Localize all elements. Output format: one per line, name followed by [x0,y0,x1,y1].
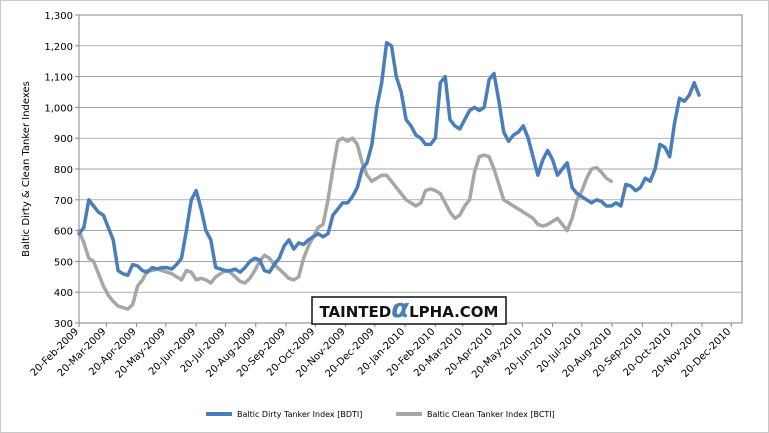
x-axis-ticks: 20-Feb-200920-Mar-200920-Apr-200920-May-… [29,323,733,381]
y-tick-label: 1,100 [44,73,73,84]
watermark-box [311,296,507,325]
watermark-text: TAINTEDαLPHA.COM [319,294,498,324]
series-line-bdti [77,40,701,278]
legend-label-bdti: Baltic Dirty Tanker Index [BDTI] [237,410,362,419]
y-tick-label: 500 [54,257,73,268]
y-tick-label: 1,000 [44,103,73,114]
watermark-suffix: LPHA.COM [409,303,498,321]
y-axis-ticks: 300 400 500 600 700 800 900 1,000 1,100 1,200 1,30… [44,11,79,330]
watermark-prefix: TAINTED [319,303,391,321]
series-lines [77,40,701,311]
y-tick-label: 900 [54,134,73,145]
watermark-alpha-glyph: α [391,294,409,324]
gridlines [79,45,742,293]
watermark: TAINTEDαLPHA.COM [311,294,507,325]
legend: Baltic Dirty Tanker Index [BDTI] Baltic … [206,410,555,419]
y-axis-label: Baltic Dirty & Clean Tanker Indexes [21,81,32,257]
legend-label-bcti: Baltic Clean Tanker Index [BCTI] [427,410,555,419]
y-tick-label: 600 [54,227,73,238]
y-tick-label: 1,300 [44,11,73,22]
series-line-bcti [77,136,613,311]
y-tick-label: 1,200 [44,42,73,53]
y-tick-label: 700 [54,196,73,207]
y-tick-label: 800 [54,165,73,176]
y-tick-label: 300 [54,319,73,330]
y-tick-label: 400 [54,288,73,299]
